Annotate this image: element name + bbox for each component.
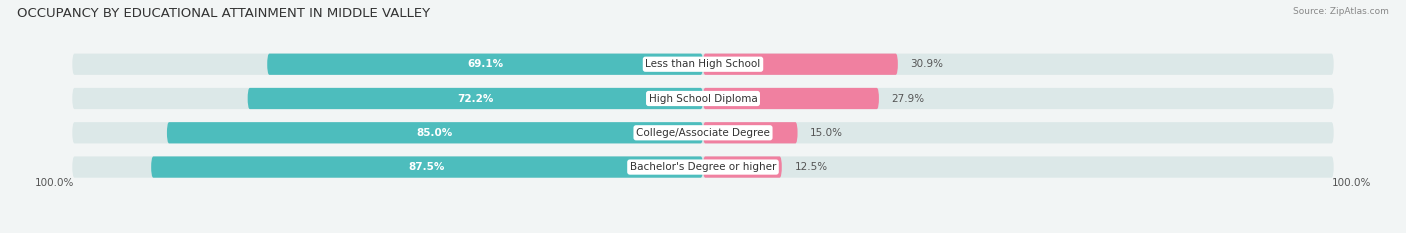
Text: 100.0%: 100.0% xyxy=(34,178,73,188)
Text: 72.2%: 72.2% xyxy=(457,93,494,103)
FancyBboxPatch shape xyxy=(267,54,703,75)
FancyBboxPatch shape xyxy=(703,88,879,109)
FancyBboxPatch shape xyxy=(72,122,1334,143)
Text: College/Associate Degree: College/Associate Degree xyxy=(636,128,770,138)
Text: OCCUPANCY BY EDUCATIONAL ATTAINMENT IN MIDDLE VALLEY: OCCUPANCY BY EDUCATIONAL ATTAINMENT IN M… xyxy=(17,7,430,20)
Text: 27.9%: 27.9% xyxy=(891,93,925,103)
FancyBboxPatch shape xyxy=(72,156,1334,178)
FancyBboxPatch shape xyxy=(167,122,703,143)
Text: 87.5%: 87.5% xyxy=(409,162,446,172)
Text: 100.0%: 100.0% xyxy=(1333,178,1372,188)
FancyBboxPatch shape xyxy=(703,156,782,178)
FancyBboxPatch shape xyxy=(72,54,1334,75)
FancyBboxPatch shape xyxy=(703,54,898,75)
Text: 69.1%: 69.1% xyxy=(467,59,503,69)
FancyBboxPatch shape xyxy=(150,156,703,178)
Text: 15.0%: 15.0% xyxy=(810,128,844,138)
FancyBboxPatch shape xyxy=(703,122,797,143)
FancyBboxPatch shape xyxy=(72,88,1334,109)
Text: Less than High School: Less than High School xyxy=(645,59,761,69)
Text: High School Diploma: High School Diploma xyxy=(648,93,758,103)
Text: Bachelor's Degree or higher: Bachelor's Degree or higher xyxy=(630,162,776,172)
Text: 12.5%: 12.5% xyxy=(794,162,828,172)
FancyBboxPatch shape xyxy=(247,88,703,109)
Text: 30.9%: 30.9% xyxy=(911,59,943,69)
Text: 85.0%: 85.0% xyxy=(416,128,453,138)
Text: Source: ZipAtlas.com: Source: ZipAtlas.com xyxy=(1294,7,1389,16)
